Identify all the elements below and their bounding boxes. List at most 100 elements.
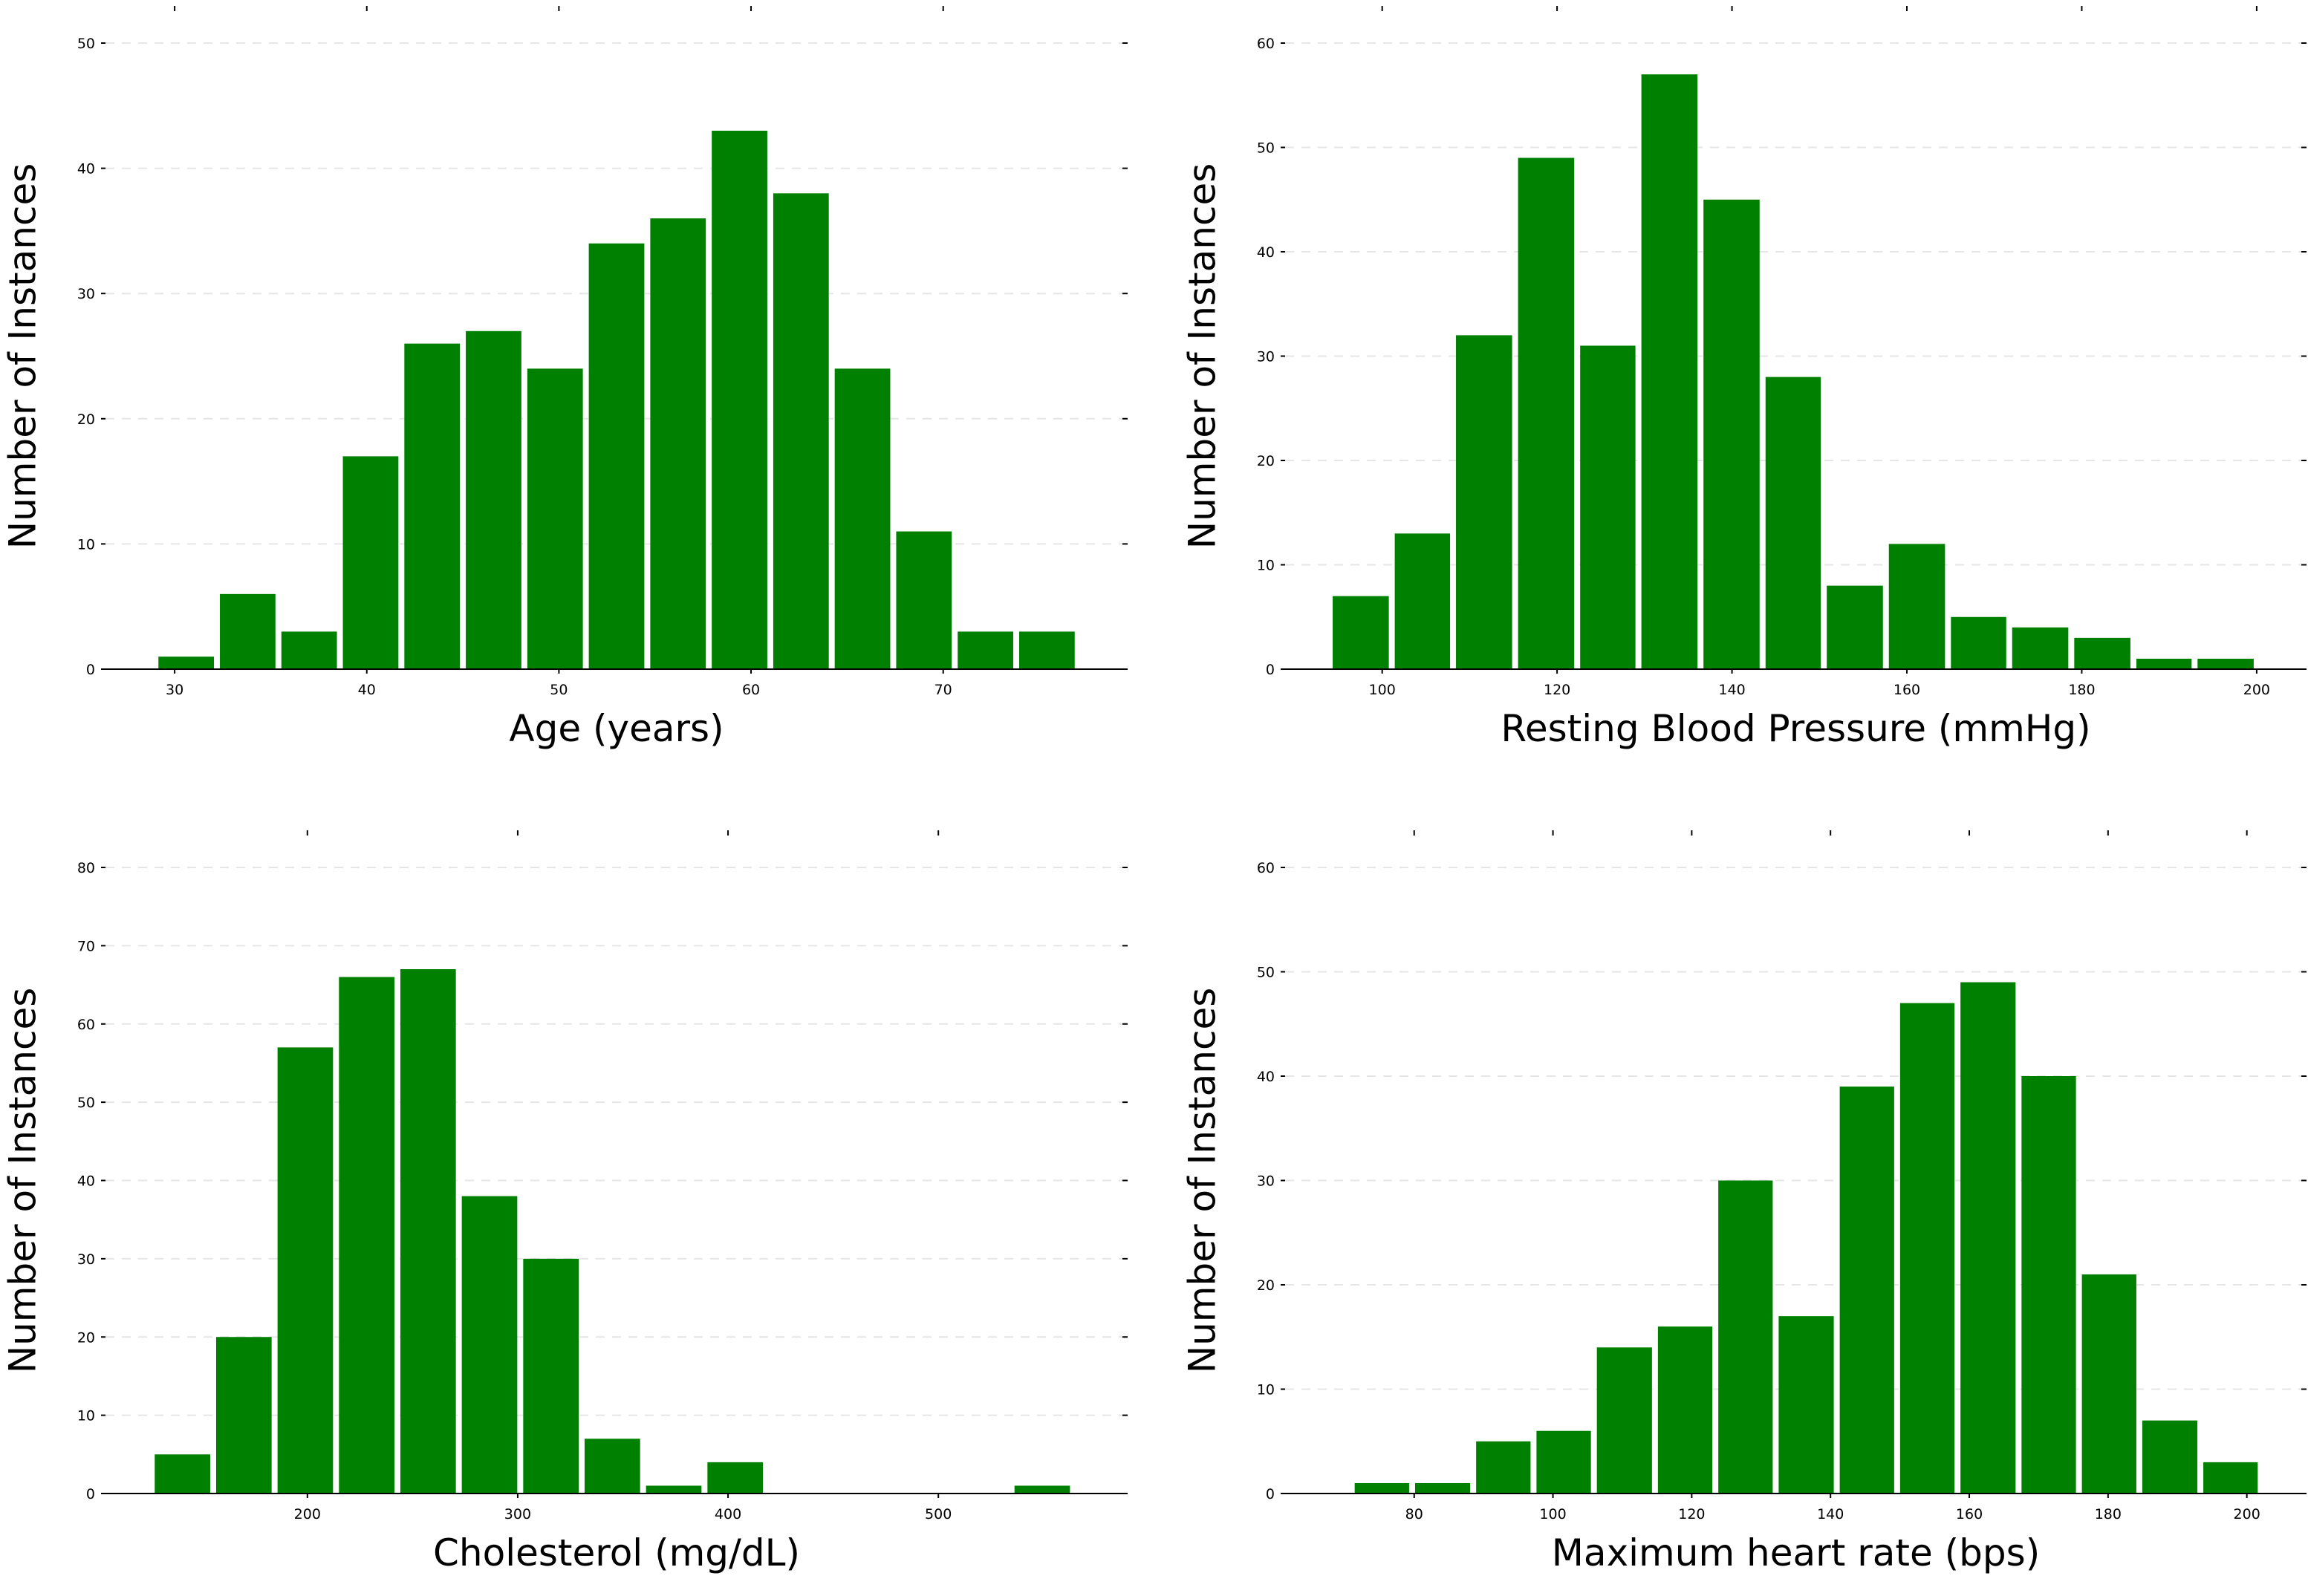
histogram-bar <box>588 243 645 669</box>
histogram-bar <box>834 368 891 669</box>
histogram-bar <box>339 977 394 1494</box>
y-tick-label: 70 <box>77 938 95 954</box>
y-tick-label: 30 <box>1257 349 1275 365</box>
histogram-bar <box>400 968 456 1494</box>
y-tick-label: 10 <box>1257 558 1275 574</box>
histogram-bar <box>646 1485 702 1494</box>
histogram-bar <box>2142 1420 2198 1494</box>
histogram-bar <box>158 657 215 669</box>
histogram-bar <box>712 131 767 669</box>
histogram-bar <box>1018 631 1075 669</box>
y-tick-label: 0 <box>86 662 95 678</box>
y-tick-label: 20 <box>77 411 95 428</box>
chart-panel-2: 0 10 20 30 40 50 60 100 120 140 160 180 200 Resting B… <box>1181 6 2307 750</box>
histogram-bar <box>281 631 337 669</box>
y-tick-label: 20 <box>77 1329 95 1346</box>
x-tick-label: 300 <box>504 1506 531 1522</box>
histogram-bar <box>1476 1441 1531 1494</box>
histogram-bar <box>342 456 399 669</box>
y-tick-label: 0 <box>1266 1486 1275 1502</box>
histogram-bar <box>896 531 952 669</box>
histogram-bar <box>277 1047 334 1494</box>
histogram-bar <box>650 218 706 669</box>
histogram-bar <box>1839 1087 1894 1494</box>
histogram-bar <box>773 193 829 669</box>
y-axis-label: Number of Instances <box>1181 988 1224 1374</box>
y-tick-label: 10 <box>1257 1382 1275 1398</box>
y-tick-label: 10 <box>77 536 95 553</box>
x-tick-label: 200 <box>2234 1506 2260 1522</box>
histogram-bar <box>1014 1485 1070 1494</box>
y-tick-label: 30 <box>77 1251 95 1268</box>
x-tick-label: 60 <box>742 682 760 698</box>
histogram-bar <box>2203 1462 2258 1494</box>
x-tick-label: 70 <box>934 682 952 698</box>
histogram-bar <box>1888 544 1945 669</box>
x-axis-label: Resting Blood Pressure (mmHg) <box>1501 707 2090 750</box>
y-tick-label: 60 <box>77 1017 95 1033</box>
histogram-bar <box>1718 1180 1773 1494</box>
x-axis-label: Maximum heart rate (bps) <box>1552 1531 2040 1574</box>
y-tick-label: 50 <box>1257 140 1275 157</box>
histogram-bar <box>2081 1274 2136 1494</box>
histogram-bar <box>1827 585 1883 669</box>
y-tick-label: 40 <box>1257 244 1275 261</box>
y-tick-label: 40 <box>77 161 95 177</box>
histogram-bar <box>404 343 461 669</box>
histogram-bar <box>1778 1316 1834 1494</box>
y-tick-label: 0 <box>1266 662 1275 678</box>
histogram-bar <box>523 1258 579 1494</box>
x-tick-label: 400 <box>715 1506 741 1522</box>
histogram-bar <box>1596 1347 1652 1494</box>
x-tick-label: 50 <box>550 682 568 698</box>
x-tick-label: 140 <box>1817 1506 1844 1522</box>
x-tick-label: 120 <box>1678 1506 1705 1522</box>
x-tick-label: 200 <box>294 1506 321 1522</box>
y-tick-label: 40 <box>1257 1069 1275 1085</box>
chart-panel-1: 0 10 20 30 40 50 30 40 50 60 70 Age (years) Number o… <box>1 6 1128 750</box>
chart-panel-3: 0 10 20 30 40 50 60 70 80 200 300 400 500 Cholesterol… <box>1 830 1128 1574</box>
y-tick-label: 50 <box>77 36 95 52</box>
histogram-bar <box>1580 345 1636 669</box>
histogram-bar <box>461 1196 518 1494</box>
x-tick-label: 160 <box>1893 682 1920 698</box>
y-tick-label: 60 <box>1257 860 1275 876</box>
y-tick-label: 20 <box>1257 453 1275 469</box>
histogram-bar <box>1518 157 1575 670</box>
histogram-bar <box>1951 616 2006 669</box>
chart-panel-4: 0 10 20 30 40 50 60 80 100 120 140 160 180 200 Maximum… <box>1181 830 2307 1574</box>
histogram-bar <box>1354 1482 1409 1494</box>
x-tick-label: 100 <box>1369 682 1396 698</box>
x-axis-label: Age (years) <box>509 707 724 750</box>
x-tick-label: 30 <box>166 682 183 698</box>
x-tick-label: 200 <box>2243 682 2270 698</box>
histogram-bar <box>585 1439 640 1494</box>
x-tick-label: 160 <box>1956 1506 1983 1522</box>
x-tick-label: 40 <box>358 682 376 698</box>
histogram-bar <box>1414 1482 1471 1494</box>
histogram-bar <box>1960 982 2016 1494</box>
histogram-bar <box>155 1454 210 1494</box>
y-tick-label: 40 <box>77 1173 95 1190</box>
x-tick-label: 140 <box>1718 682 1745 698</box>
y-axis-label: Number of Instances <box>1181 163 1224 550</box>
x-tick-label: 80 <box>1405 1506 1423 1522</box>
y-tick-label: 30 <box>77 286 95 302</box>
y-tick-label: 60 <box>1257 36 1275 52</box>
y-axis-label: Number of Instances <box>1 163 45 550</box>
histogram-bar <box>215 1337 272 1494</box>
histogram-bar <box>2012 627 2069 669</box>
histogram-bar <box>1641 74 1698 669</box>
histogram-bar <box>1899 1003 1955 1494</box>
histogram-bar <box>958 631 1013 669</box>
x-tick-label: 120 <box>1544 682 1570 698</box>
y-tick-label: 80 <box>77 860 95 876</box>
histogram-bar <box>2136 658 2192 669</box>
y-axis-label: Number of Instances <box>1 988 45 1374</box>
y-tick-label: 20 <box>1257 1277 1275 1294</box>
histogram-bar <box>1536 1430 1591 1494</box>
histogram-bar <box>1394 533 1451 669</box>
histogram-bar <box>2074 637 2130 669</box>
histogram-bar <box>1657 1326 1713 1494</box>
